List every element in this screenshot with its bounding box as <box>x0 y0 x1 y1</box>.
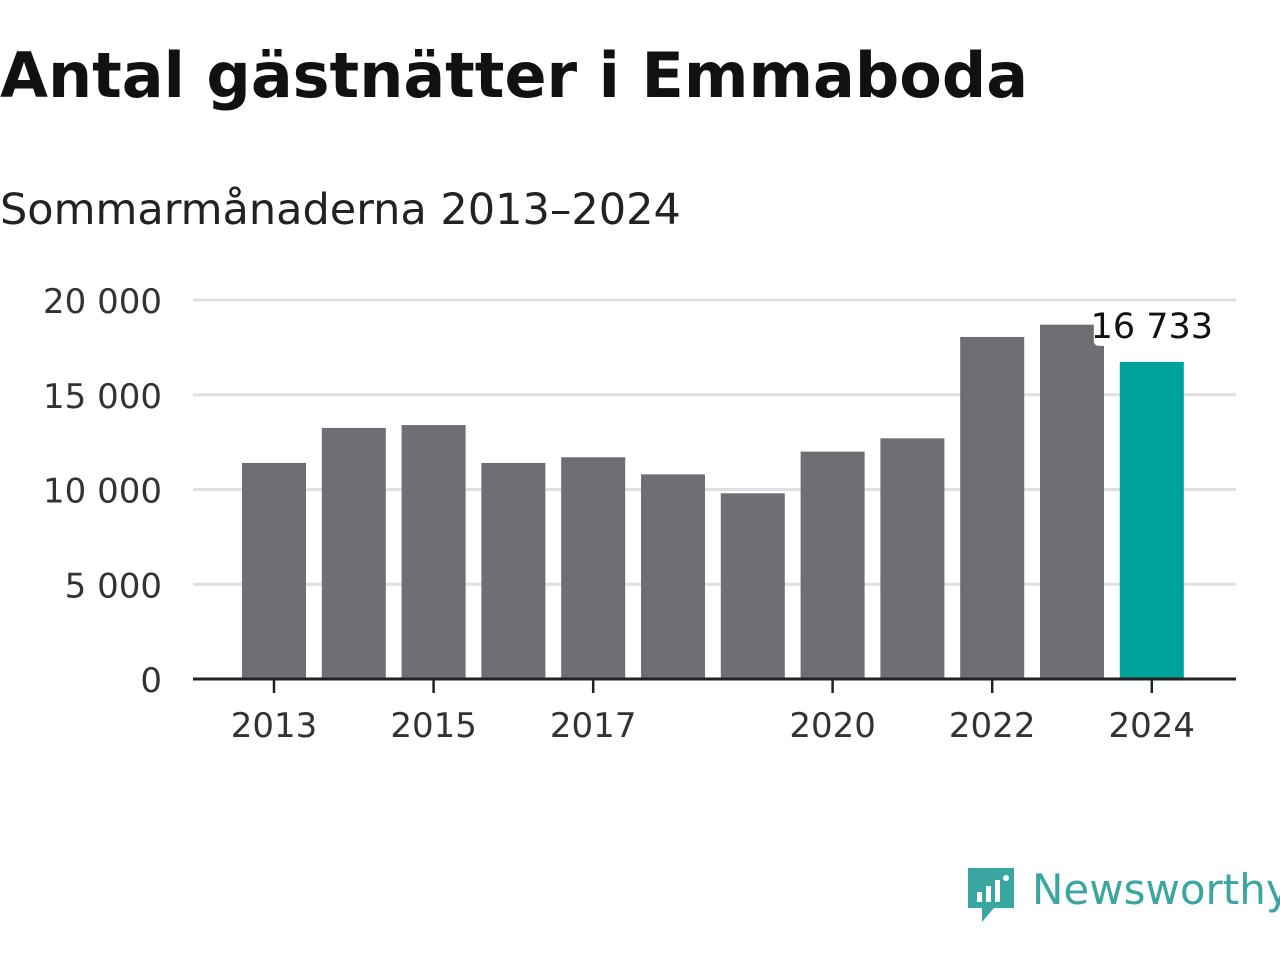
newsworthy-brand: Newsworthy <box>962 862 1280 928</box>
bar <box>880 438 945 679</box>
newsworthy-logo-icon <box>968 868 1014 922</box>
bar <box>1040 324 1104 679</box>
bar <box>481 462 546 679</box>
highlight-bar <box>1119 361 1184 679</box>
y-tick-label: 15 000 <box>43 377 162 417</box>
x-tick-label: 2015 <box>390 706 477 746</box>
bars <box>242 324 1184 679</box>
bar <box>321 427 386 679</box>
bar-chart: 0 5 000 10 000 15 000 20 000 2013 2015 2017 202… <box>43 282 1236 746</box>
x-tick-label: 2013 <box>231 706 318 746</box>
y-tick-label: 5 000 <box>65 566 162 606</box>
y-axis-tick-labels: 0 5 000 10 000 15 000 20 000 <box>43 282 162 701</box>
data-label-background <box>1093 307 1210 346</box>
x-tick-label: 2020 <box>789 706 876 746</box>
chart-title: Antal gästnätter i Emmaboda <box>0 39 1029 112</box>
x-tick-label: 2022 <box>949 706 1036 746</box>
y-tick-label: 20 000 <box>43 282 162 322</box>
data-label: 16 733 <box>1091 307 1213 347</box>
data-labels: 16 733 <box>1091 307 1213 347</box>
bar <box>641 474 705 679</box>
x-tick-label: 2024 <box>1109 706 1196 746</box>
bar <box>960 336 1025 679</box>
bar <box>401 425 466 679</box>
y-tick-label: 10 000 <box>43 472 162 512</box>
bar <box>561 457 626 679</box>
y-tick-label: 0 <box>140 661 162 701</box>
bar <box>720 493 785 679</box>
chart-subtitle: Sommarmånaderna 2013–2024 <box>0 185 681 235</box>
brand-name: Newsworthy <box>1032 865 1280 914</box>
bar <box>800 451 865 679</box>
x-axis: 2013 2015 2017 2020 2022 2024 <box>193 677 1236 746</box>
x-tick-label: 2017 <box>550 706 637 746</box>
bar <box>242 462 306 679</box>
